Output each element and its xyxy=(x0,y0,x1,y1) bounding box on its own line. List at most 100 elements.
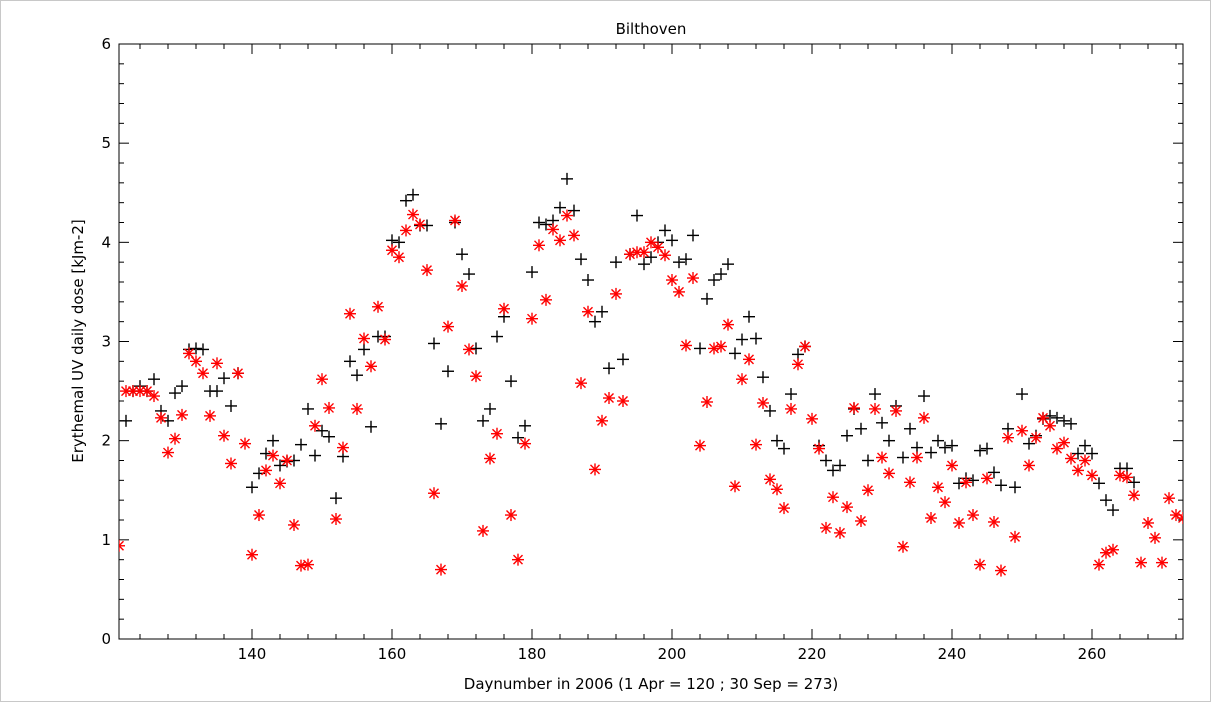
data-point-plus xyxy=(120,414,132,427)
y-tick-label: 3 xyxy=(101,333,111,351)
data-point-plus xyxy=(1079,439,1091,452)
data-point-asterisk xyxy=(813,442,825,455)
data-point-plus xyxy=(260,447,272,460)
data-point-asterisk xyxy=(225,457,237,470)
x-tick-label: 260 xyxy=(1078,645,1107,663)
data-point-asterisk xyxy=(666,274,678,287)
data-marks xyxy=(119,172,1183,577)
data-point-plus xyxy=(834,459,846,472)
data-point-plus xyxy=(631,209,643,222)
data-point-plus xyxy=(764,404,776,417)
data-point-plus xyxy=(876,416,888,429)
data-point-plus xyxy=(645,251,657,264)
data-point-asterisk xyxy=(694,439,706,452)
data-point-asterisk xyxy=(981,472,993,485)
data-point-asterisk xyxy=(953,516,965,529)
data-point-plus xyxy=(1100,494,1112,507)
data-point-plus xyxy=(246,481,258,494)
data-point-plus xyxy=(561,172,573,185)
data-point-plus xyxy=(981,442,993,455)
data-point-plus xyxy=(512,431,524,444)
data-point-plus xyxy=(400,194,412,207)
x-tick-label: 200 xyxy=(658,645,687,663)
data-point-asterisk xyxy=(204,409,216,422)
data-point-plus xyxy=(988,466,1000,479)
data-point-plus xyxy=(176,380,188,393)
data-point-asterisk xyxy=(1163,492,1175,505)
data-point-plus xyxy=(729,347,741,360)
data-point-plus xyxy=(869,388,881,401)
data-point-plus xyxy=(897,451,909,464)
data-point-asterisk xyxy=(344,307,356,320)
data-point-asterisk xyxy=(974,558,986,571)
data-point-asterisk xyxy=(484,452,496,465)
data-point-asterisk xyxy=(1093,558,1105,571)
data-point-asterisk xyxy=(876,451,888,464)
data-point-plus xyxy=(1051,411,1063,424)
data-point-plus xyxy=(743,310,755,323)
data-point-asterisk xyxy=(659,249,671,262)
data-point-plus xyxy=(351,369,363,382)
data-point-plus xyxy=(785,388,797,401)
data-point-asterisk xyxy=(141,385,153,398)
data-point-asterisk xyxy=(1128,489,1140,502)
data-point-plus xyxy=(309,449,321,462)
data-point-asterisk xyxy=(190,355,202,368)
data-point-asterisk xyxy=(267,449,279,462)
data-point-asterisk xyxy=(820,521,832,534)
data-point-asterisk xyxy=(512,553,524,566)
data-point-plus xyxy=(407,188,419,201)
data-point-asterisk xyxy=(1023,459,1035,472)
data-point-asterisk xyxy=(729,480,741,493)
data-point-asterisk xyxy=(463,343,475,356)
data-point-asterisk xyxy=(498,302,510,315)
data-point-plus xyxy=(974,444,986,457)
data-point-plus xyxy=(197,343,209,356)
data-point-plus xyxy=(1072,447,1084,460)
data-point-asterisk xyxy=(491,427,503,440)
data-point-plus xyxy=(638,258,650,271)
data-point-plus xyxy=(267,434,279,447)
data-point-plus xyxy=(617,353,629,366)
data-point-asterisk xyxy=(302,558,314,571)
data-point-asterisk xyxy=(1072,464,1084,477)
data-point-asterisk xyxy=(1051,442,1063,455)
data-point-asterisk xyxy=(939,496,951,509)
data-point-asterisk xyxy=(1135,556,1147,569)
data-point-asterisk xyxy=(575,377,587,390)
data-point-plus xyxy=(659,224,671,237)
data-point-plus xyxy=(463,268,475,281)
data-point-plus xyxy=(365,420,377,433)
data-point-plus xyxy=(211,385,223,398)
data-point-asterisk xyxy=(1002,431,1014,444)
data-point-plus xyxy=(862,454,874,467)
data-point-plus xyxy=(855,422,867,435)
data-point-asterisk xyxy=(337,441,349,454)
data-point-plus xyxy=(470,342,482,355)
data-point-asterisk xyxy=(414,218,426,231)
data-point-plus xyxy=(736,333,748,346)
data-point-plus xyxy=(967,474,979,487)
y-tick-label: 5 xyxy=(101,134,111,152)
data-point-asterisk xyxy=(176,408,188,421)
data-point-asterisk xyxy=(778,502,790,515)
data-point-asterisk xyxy=(771,483,783,496)
data-point-asterisk xyxy=(407,208,419,221)
data-point-asterisk xyxy=(232,367,244,380)
data-point-asterisk xyxy=(869,402,881,415)
data-point-plus xyxy=(722,258,734,271)
data-point-plus xyxy=(295,438,307,451)
data-point-plus xyxy=(827,464,839,477)
data-point-plus xyxy=(1128,476,1140,489)
data-point-asterisk xyxy=(449,214,461,227)
data-point-asterisk xyxy=(946,459,958,472)
data-point-plus xyxy=(477,414,489,427)
data-point-asterisk xyxy=(841,501,853,514)
data-point-asterisk xyxy=(456,279,468,292)
data-point-plus xyxy=(1086,447,1098,460)
data-point-asterisk xyxy=(533,239,545,252)
data-point-plus xyxy=(701,292,713,305)
data-point-asterisk xyxy=(1009,530,1021,543)
